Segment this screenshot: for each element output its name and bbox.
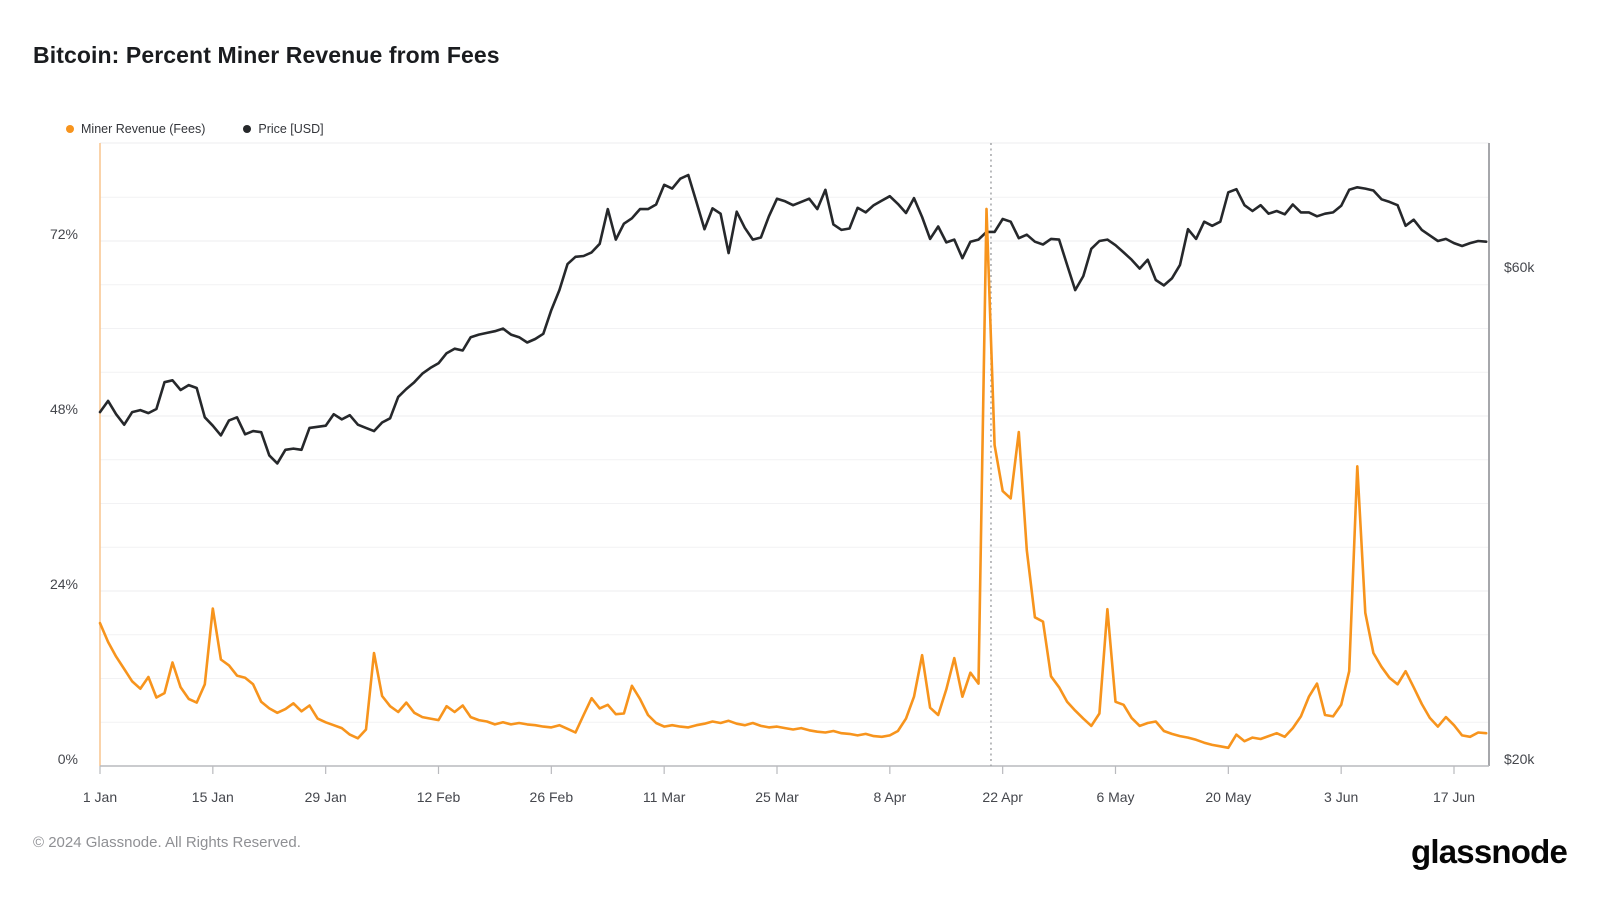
legend-label-fees: Miner Revenue (Fees)	[81, 122, 206, 136]
copyright-text: © 2024 Glassnode. All Rights Reserved.	[33, 834, 301, 851]
x-tick-label: 11 Mar	[643, 789, 686, 805]
miner-revenue-fees-line	[98, 207, 1488, 750]
x-tick-label: 15 Jan	[192, 789, 234, 805]
x-tick-label: 20 May	[1205, 789, 1251, 805]
x-tick-label: 3 Jun	[1324, 789, 1358, 805]
x-tick-label: 17 Jun	[1433, 789, 1475, 805]
legend-dot-price-icon	[243, 125, 252, 133]
glassnode-logo: glassnode	[1410, 833, 1568, 870]
y-left-tick-label: 0%	[58, 751, 78, 767]
x-tick-label: 29 Jan	[305, 789, 347, 805]
y-right-tick-label: $20k	[1504, 751, 1535, 767]
x-tick-label: 1 Jan	[83, 789, 117, 805]
chart-legend: Miner Revenue (Fees) Price [USD]	[66, 122, 324, 136]
x-tick-label: 6 May	[1096, 789, 1134, 805]
y-left-tick-label: 24%	[50, 576, 78, 592]
x-tick-label: 26 Feb	[530, 789, 574, 805]
legend-label-price: Price [USD]	[258, 122, 324, 136]
legend-dot-fees-icon	[66, 125, 74, 133]
legend-item-price[interactable]: Price [USD]	[243, 122, 324, 136]
y-left-tick-label: 48%	[50, 401, 78, 417]
x-tick-label: 22 Apr	[982, 789, 1023, 805]
x-tick-label: 8 Apr	[873, 789, 906, 805]
y-left-tick-label: 72%	[50, 226, 78, 242]
legend-item-miner-revenue[interactable]: Miner Revenue (Fees)	[66, 122, 205, 136]
price-line	[98, 173, 1488, 465]
page-title: Bitcoin: Percent Miner Revenue from Fees	[33, 42, 500, 68]
x-tick-label: 12 Feb	[417, 789, 461, 805]
y-right-tick-label: $60k	[1504, 259, 1535, 275]
x-tick-label: 25 Mar	[755, 789, 799, 805]
